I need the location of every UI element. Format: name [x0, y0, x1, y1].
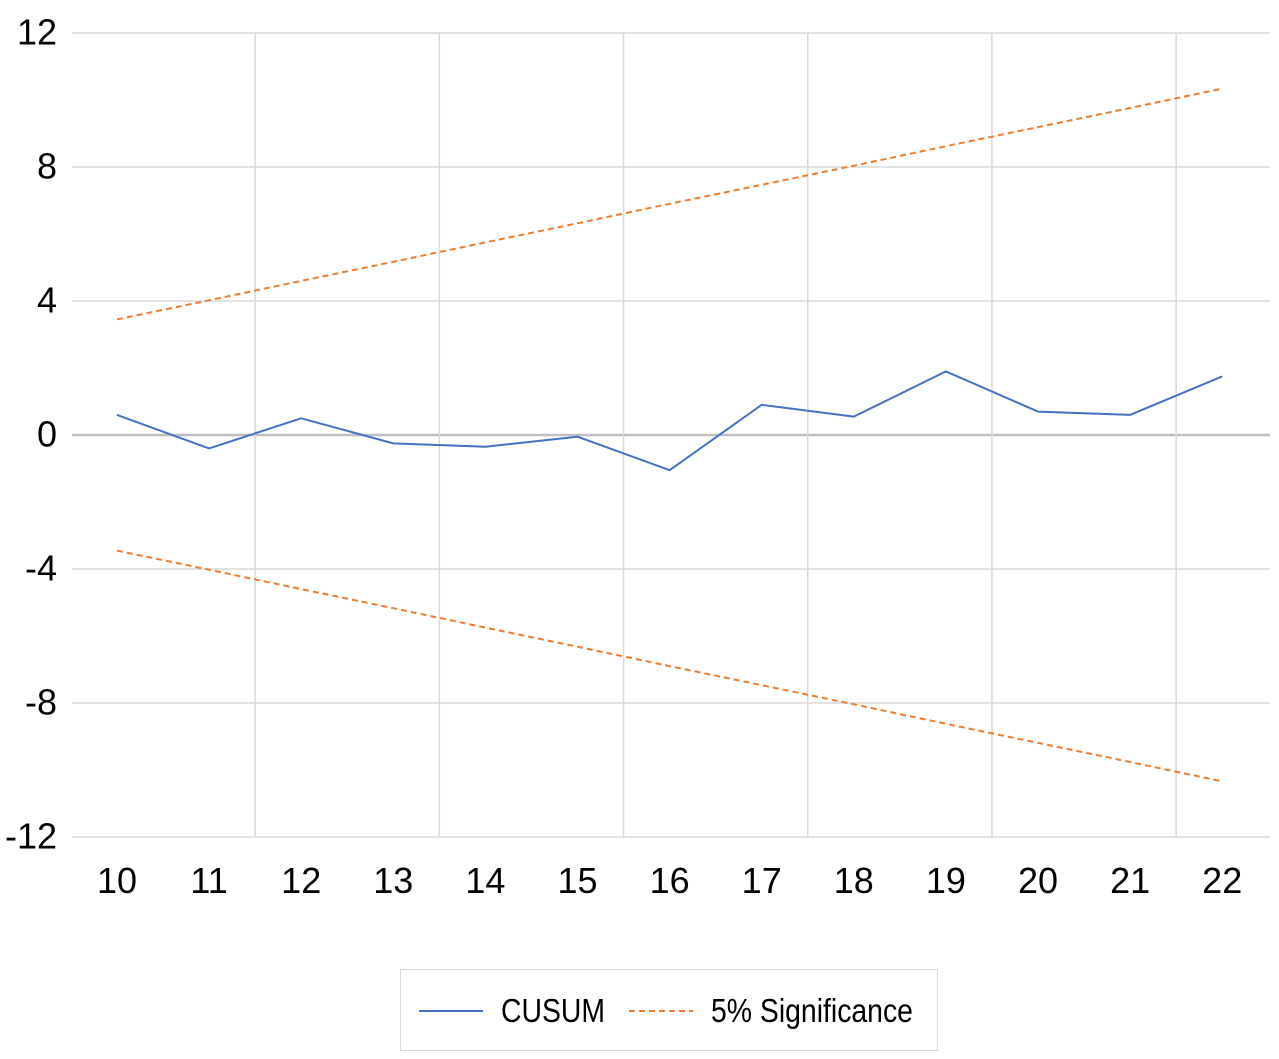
y-tick-label: -8 [25, 682, 57, 723]
x-tick-label: 16 [650, 860, 690, 901]
x-tick-label: 11 [190, 860, 227, 901]
x-tick-label: 12 [281, 860, 321, 901]
grid-lines [72, 32, 1270, 838]
x-tick-label: 14 [465, 860, 505, 901]
y-tick-label: 8 [37, 146, 57, 187]
x-tick-label: 17 [742, 860, 782, 901]
series-line-5-significance [116, 87, 1223, 321]
y-tick-label: 4 [37, 280, 57, 321]
x-tick-label: 13 [373, 860, 413, 901]
series-line-cusum [116, 370, 1223, 472]
x-tick-label: 18 [834, 860, 874, 901]
cusum-chart: 12 8 4 0 -4 -8 -12 10 11 12 13 14 15 16 17 18 19 20 21 22 [5, 12, 1270, 901]
legend-item-significance: 5% Significance [629, 970, 946, 1052]
x-tick-label: 19 [926, 860, 966, 901]
y-tick-label: -4 [25, 548, 57, 589]
x-tick-label: 10 [97, 860, 137, 901]
x-tick-label: 21 [1110, 860, 1150, 901]
legend-label-cusum: CUSUM [501, 992, 606, 1029]
x-tick-label: 22 [1202, 860, 1242, 901]
y-tick-label: 12 [17, 12, 57, 53]
series-line-5-significance-lower [116, 549, 1223, 783]
legend-swatch-significance [629, 1010, 693, 1012]
legend-item-cusum: CUSUM [419, 970, 622, 1052]
x-tick-label: 15 [557, 860, 597, 901]
y-axis-tick-labels: 12 8 4 0 -4 -8 -12 [5, 12, 57, 857]
y-tick-label: 0 [37, 414, 57, 455]
legend-label-significance: 5% Significance [711, 992, 913, 1029]
x-tick-label: 20 [1018, 860, 1058, 901]
series-lines [116, 87, 1223, 783]
x-axis-tick-labels: 10 11 12 13 14 15 16 17 18 19 20 21 22 [97, 860, 1242, 901]
y-tick-label: -12 [5, 816, 57, 857]
legend: CUSUM 5% Significance [400, 969, 938, 1051]
legend-swatch-cusum [419, 1010, 483, 1012]
